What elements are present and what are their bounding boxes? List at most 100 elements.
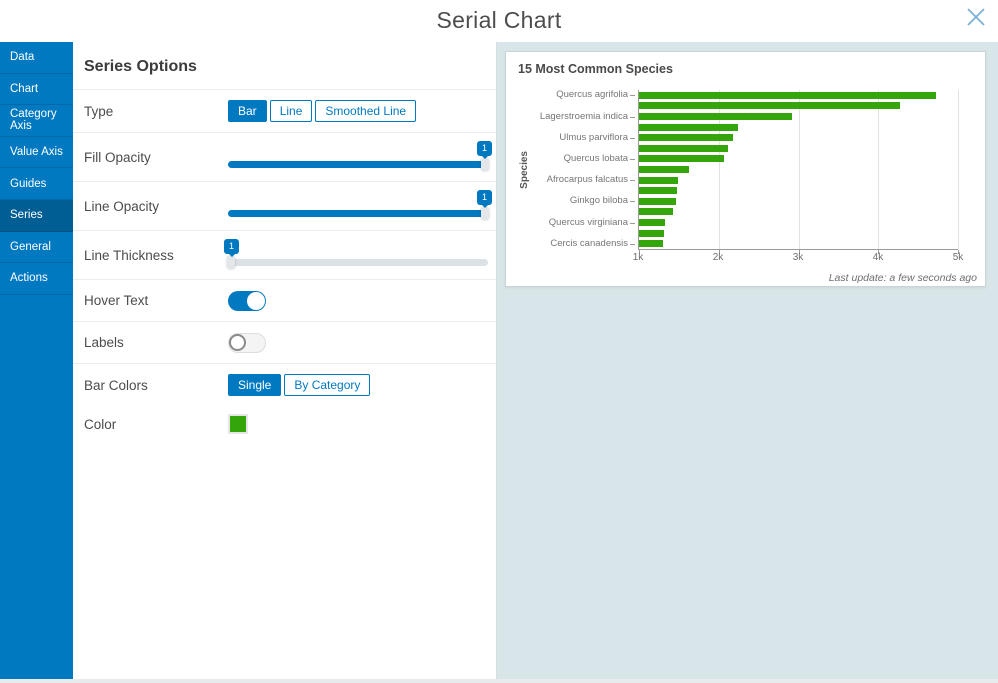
fill-opacity-label: Fill Opacity [84,149,151,165]
labels-label: Labels [84,335,124,350]
bar[interactable] [639,187,678,195]
category-tick [630,95,635,97]
hover-text-row: Hover Text [73,280,496,322]
bar[interactable] [639,208,674,216]
axis-tick [798,250,800,254]
sidebar-item-series[interactable]: Series [0,199,73,232]
sidebar-item-data[interactable]: Data [0,42,73,74]
bar[interactable] [639,144,728,152]
category-tick [630,137,635,139]
category-label: Quercus agrifolia [532,89,638,101]
bar[interactable] [639,155,725,163]
slider-track[interactable]: 1 [228,189,492,220]
bar[interactable] [639,91,937,99]
gridline [798,90,800,249]
category-label: Ulmus parviflora [532,132,638,144]
value-axis-labels: 1k 2k 3k 4k 5k [633,252,964,267]
type-line-button[interactable]: Line [269,100,313,122]
dialog-title: Serial Chart [436,7,562,33]
category-tick [630,201,635,203]
chart-plot [638,90,959,254]
line-opacity-label: Line Opacity [84,198,160,214]
fill-opacity-slider[interactable]: 1 [228,140,492,171]
sidebar-item-value-axis[interactable]: Value Axis [0,137,73,169]
labels-toggle[interactable] [228,332,266,353]
toggle-knob [229,333,246,351]
fill-opacity-row: Fill Opacity 1 [73,133,496,182]
bar[interactable] [639,219,666,226]
value-axis-tick-label: 2k [712,252,724,263]
value-axis-tick-label: 4k [872,252,884,263]
hover-text-toggle[interactable] [228,290,266,311]
close-button[interactable] [965,6,987,28]
sidebar-item-category-axis[interactable]: Category Axis [0,105,73,137]
bar[interactable] [639,134,734,142]
color-row: Color [73,406,496,442]
line-opacity-slider[interactable]: 1 [228,189,492,220]
bar[interactable] [639,240,663,248]
axis-tick [718,250,720,254]
panel-title: Series Options [73,42,496,90]
type-smoothed-line-button[interactable]: Smoothed Line [315,100,417,122]
chart-title: 15 Most Common Species [518,62,673,76]
axis-tick [639,250,640,254]
slider-value-badge: 1 [477,189,492,208]
bar[interactable] [639,176,679,184]
value-axis-tick-label: 5k [952,252,964,263]
slider-fill [228,160,488,168]
slider-value-badge: 1 [477,140,492,159]
sidebar-item-guides[interactable]: Guides [0,168,73,200]
bar[interactable] [639,123,738,131]
category-label: Cercis canadensis [532,238,638,250]
slider-value-badge: 1 [224,238,239,257]
category-tick [630,243,635,245]
slider-fill [228,209,488,217]
chart-area: Species Quercus agrifolia Lagerstroemia i… [516,89,959,254]
slider-handle[interactable] [481,206,489,220]
sidebar-item-chart[interactable]: Chart [0,74,73,106]
value-axis-tick-label: 3k [792,252,804,263]
bar[interactable] [639,113,793,120]
value-axis-tick-label: 1k [632,252,644,263]
type-row: Type Bar Line Smoothed Line [73,90,496,133]
type-bar-button[interactable]: Bar [228,100,267,122]
line-thickness-slider[interactable]: 1 [224,238,488,269]
gridline [878,90,880,249]
chart-card: 15 Most Common Species Species Quercus a… [505,51,986,287]
line-thickness-row: Line Thickness 1 [73,231,496,280]
sidebar-item-actions[interactable]: Actions [0,263,73,295]
category-label: Quercus virginiana [532,217,638,229]
chart-preview-area: 15 Most Common Species Species Quercus a… [497,42,998,679]
slider-handle[interactable] [481,157,489,171]
bar-colors-label: Bar Colors [84,377,148,393]
bar-colors-by-category-button[interactable]: By Category [284,374,371,396]
slider-track[interactable]: 1 [224,238,488,269]
last-update-text: Last update: a few seconds ago [828,272,977,284]
color-swatch[interactable] [228,414,248,434]
sidebar-item-general[interactable]: General [0,232,73,264]
hover-text-label: Hover Text [84,293,149,308]
bottom-strip [0,679,998,683]
slider-handle[interactable] [227,255,235,269]
bar[interactable] [639,197,677,205]
line-opacity-row: Line Opacity 1 [73,182,496,231]
category-tick [630,180,635,182]
slider-track[interactable]: 1 [228,140,492,171]
type-segmented-control: Bar Line Smoothed Line [228,100,417,122]
settings-sidebar: Data Chart Category Axis Value Axis Guid… [0,42,73,679]
bar-colors-row: Bar Colors Single By Category [73,364,496,406]
bar[interactable] [639,166,690,173]
close-icon [967,8,985,26]
dialog-titlebar: Serial Chart [0,0,998,42]
bar[interactable] [639,229,664,237]
gridline [718,90,720,249]
bar-colors-single-button[interactable]: Single [228,374,282,396]
category-label: Lagerstroemia indica [532,111,638,123]
category-tick [630,158,635,160]
labels-row: Labels [73,322,496,364]
bar[interactable] [639,102,900,110]
category-label: Afrocarpus falcatus [532,174,638,186]
bar-colors-segmented-control: Single By Category [228,374,371,396]
series-options-panel: Series Options Type Bar Line Smoothed Li… [73,42,497,679]
axis-tick [878,250,880,254]
